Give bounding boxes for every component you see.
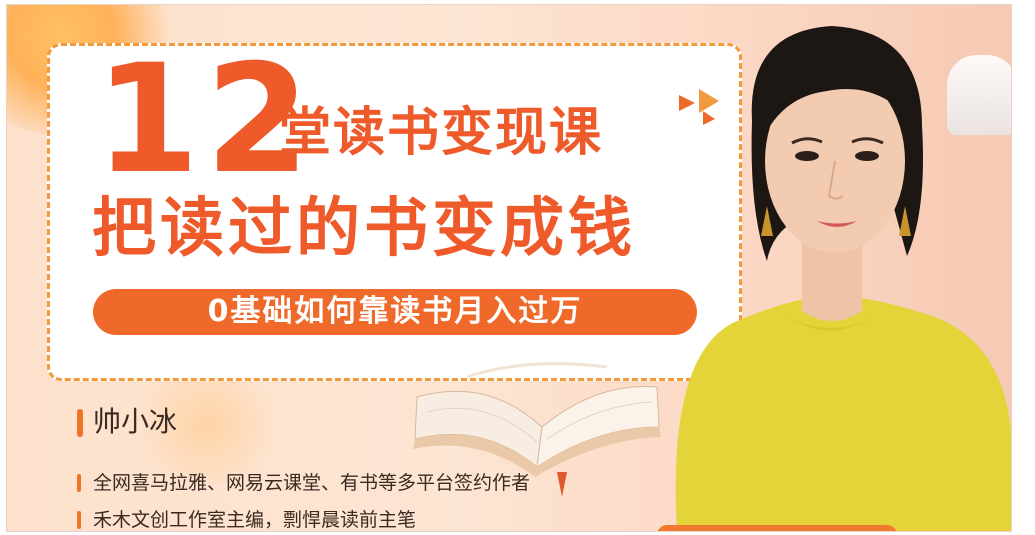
- cloud-decoration: [947, 55, 1011, 135]
- author-name: 帅小冰: [93, 405, 178, 438]
- course-tagline: 把读过的书变成钱: [92, 192, 636, 266]
- author-credential: 全网喜马拉雅、网易云课堂、有书等多平台签约作者: [93, 472, 531, 494]
- bullet-bar: [77, 511, 81, 529]
- name-accent-bar: [77, 409, 83, 437]
- light-glow-decoration: [127, 365, 287, 485]
- course-number: 12: [95, 33, 316, 207]
- subtitle-text: 0基础如何靠读书月入过万: [207, 294, 583, 329]
- author-credential: 禾木文创工作室主编，剽悍晨读前主笔: [93, 509, 417, 531]
- course-title: 堂读书变现课: [279, 103, 604, 163]
- author-portrait: [675, 26, 1011, 531]
- bullet-bar: [77, 474, 81, 492]
- play-triangles-icon: [679, 89, 719, 125]
- subtitle-pill: 0基础如何靠读书月入过万: [93, 289, 697, 335]
- cta-banner-edge: [657, 525, 897, 531]
- open-book-illustration: [413, 362, 661, 497]
- course-poster: 12 堂读书变现课 把读过的书变成钱 0基础如何靠读书月入过万 帅小冰 全网喜马…: [6, 4, 1012, 532]
